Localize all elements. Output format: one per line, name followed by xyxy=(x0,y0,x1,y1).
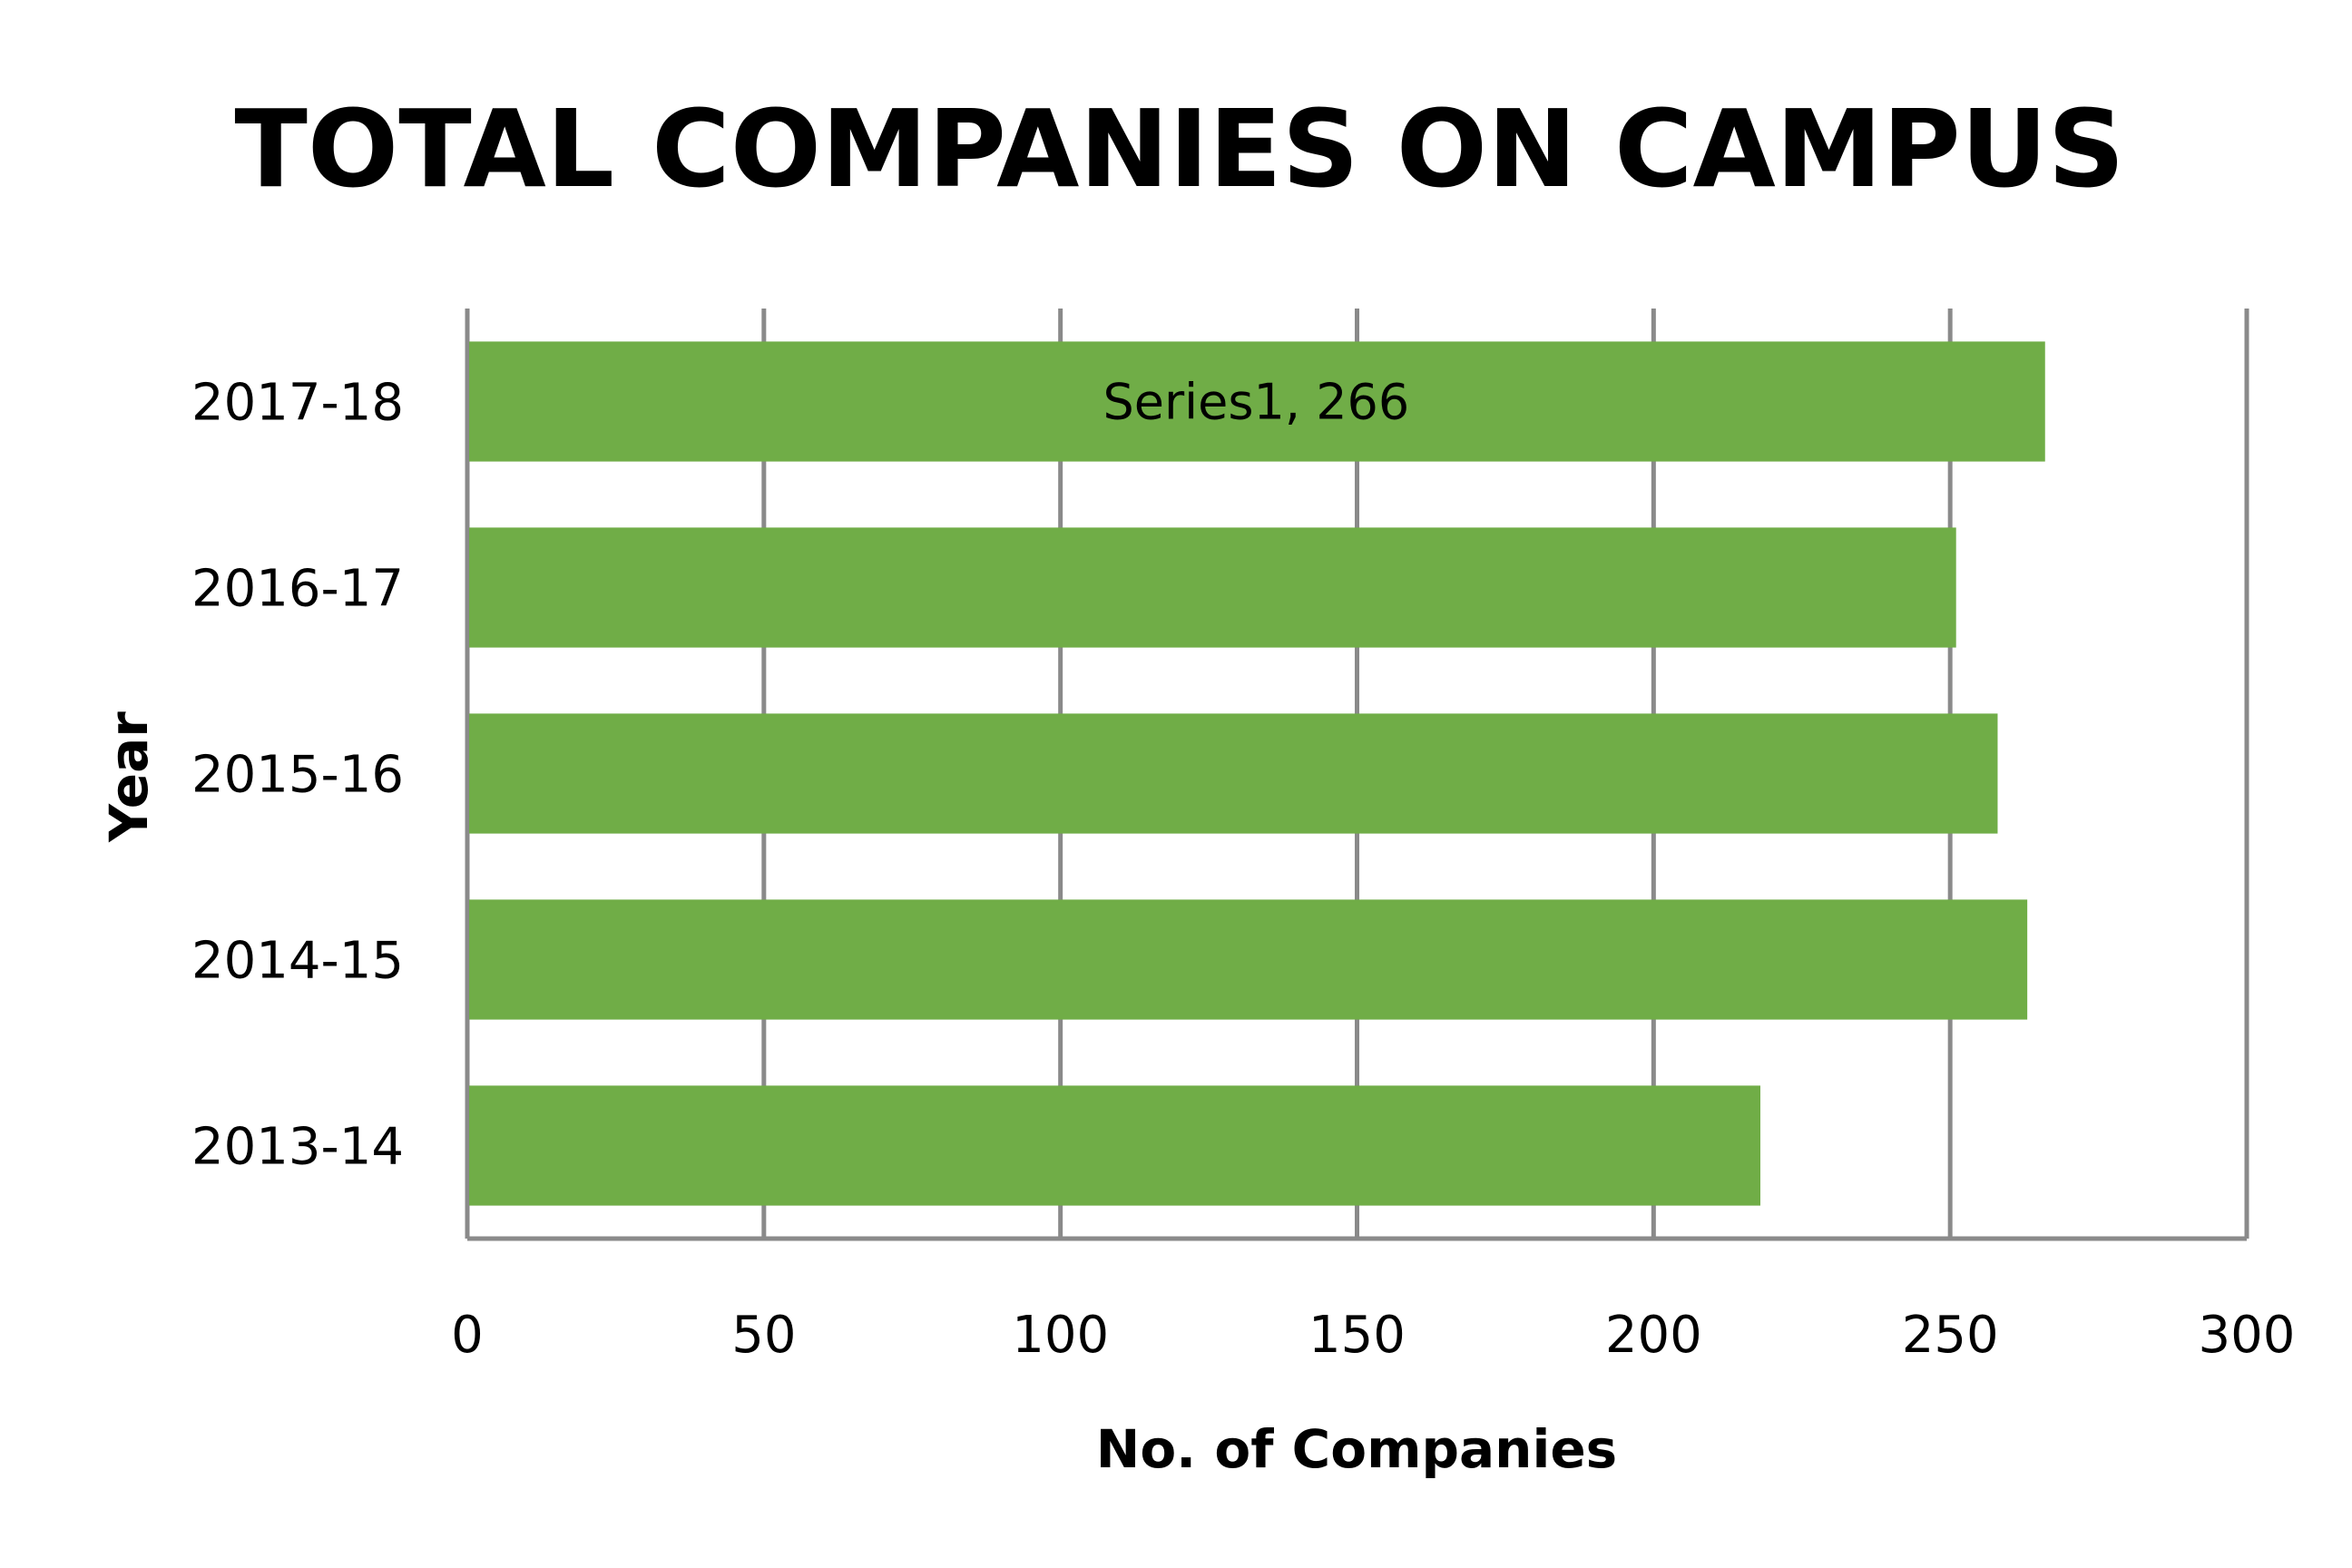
x-axis-label: No. of Companies xyxy=(1096,1418,1617,1480)
bar-2014-15 xyxy=(469,899,2028,1020)
y-tick-label: 2016-17 xyxy=(191,560,404,619)
x-tick-label: 250 xyxy=(1902,1306,1999,1365)
y-tick-label: 2013-14 xyxy=(191,1118,404,1177)
x-tick-labels: 0 50 100 150 200 250 300 xyxy=(451,1306,2295,1365)
data-label: Series1, 266 xyxy=(1102,374,1409,431)
x-tick-label: 300 xyxy=(2199,1306,2296,1365)
bar-2015-16 xyxy=(469,713,1998,834)
bar-2013-14 xyxy=(469,1085,1760,1206)
y-tick-label: 2017-18 xyxy=(191,374,404,433)
y-tick-label: 2015-16 xyxy=(191,746,404,805)
y-tick-labels: 2013-14 2014-15 2015-16 2016-17 2017-18 xyxy=(191,374,404,1177)
x-tick-label: 150 xyxy=(1308,1306,1406,1365)
x-tick-label: 0 xyxy=(451,1306,484,1365)
y-tick-label: 2014-15 xyxy=(191,932,404,991)
chart-title: TOTAL COMPANIES ON CAMPUS xyxy=(234,86,2124,211)
x-tick-label: 100 xyxy=(1012,1306,1109,1365)
data-labels: Series1, 266 xyxy=(1102,374,1409,431)
x-tick-label: 200 xyxy=(1605,1306,1702,1365)
bars xyxy=(469,341,2045,1206)
bar-2016-17 xyxy=(469,527,1956,648)
y-axis-label: Year xyxy=(98,711,160,843)
bar-2017-18 xyxy=(469,341,2045,462)
x-tick-label: 50 xyxy=(731,1306,796,1365)
